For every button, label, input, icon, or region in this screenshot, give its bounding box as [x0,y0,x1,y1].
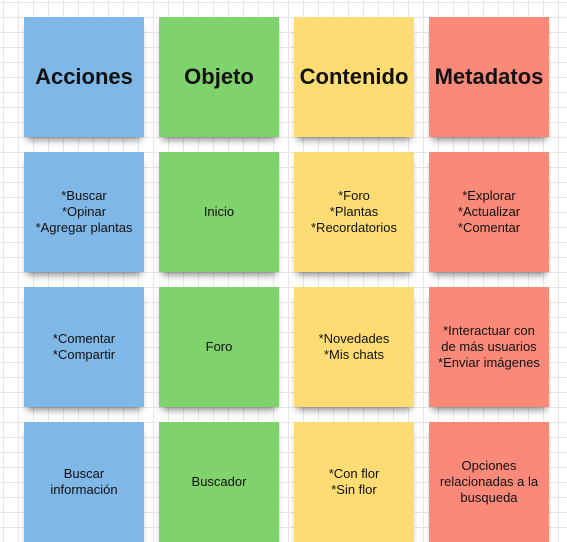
header-note-contenido[interactable]: Contenido [294,17,414,137]
header-note-objeto[interactable]: Objeto [159,17,279,137]
header-label-acciones: Acciones [35,64,133,89]
header-label-objeto: Objeto [184,64,254,89]
note-acciones-1[interactable]: *Buscar *Opinar *Agregar plantas [24,152,144,272]
note-objeto-3[interactable]: Buscador [159,422,279,542]
note-text: *Novedades *Mis chats [318,331,390,362]
note-text: *Con flor *Sin flor [328,466,380,497]
note-text: *Explorar *Actualizar *Comentar [457,188,521,235]
note-text: *Comentar *Compartir [52,331,116,362]
header-note-acciones[interactable]: Acciones [24,17,144,137]
note-text: Buscar información [50,466,118,497]
note-text: *Buscar *Opinar *Agregar plantas [35,188,133,235]
note-text: *Foro *Plantas *Recordatorios [311,188,397,235]
note-text: Opciones relacionadas a la busqueda [439,458,539,505]
header-label-metadatos: Metadatos [434,64,544,89]
header-note-metadatos[interactable]: Metadatos [429,17,549,137]
note-text: *Interactuar con de más usuarios *Enviar… [438,323,540,370]
note-acciones-3[interactable]: Buscar información [24,422,144,542]
note-metadatos-1[interactable]: *Explorar *Actualizar *Comentar [429,152,549,272]
note-text: Inicio [203,204,235,219]
note-text: Buscador [191,474,247,489]
note-text: Foro [205,339,233,354]
note-contenido-3[interactable]: *Con flor *Sin flor [294,422,414,542]
note-contenido-1[interactable]: *Foro *Plantas *Recordatorios [294,152,414,272]
header-label-contenido: Contenido [299,64,409,89]
note-objeto-1[interactable]: Inicio [159,152,279,272]
note-metadatos-2[interactable]: *Interactuar con de más usuarios *Enviar… [429,287,549,407]
note-contenido-2[interactable]: *Novedades *Mis chats [294,287,414,407]
note-acciones-2[interactable]: *Comentar *Compartir [24,287,144,407]
note-metadatos-3[interactable]: Opciones relacionadas a la busqueda [429,422,549,542]
note-objeto-2[interactable]: Foro [159,287,279,407]
